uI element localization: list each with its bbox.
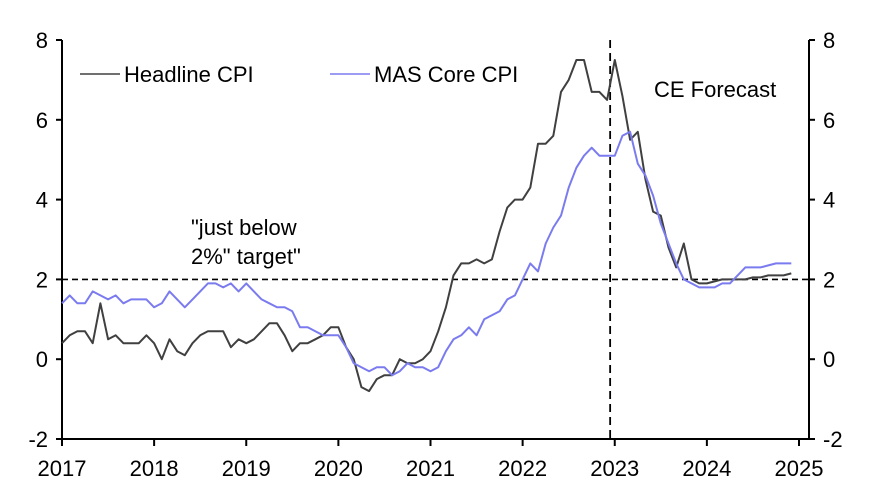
annotation-ce-forecast: CE Forecast xyxy=(654,77,776,102)
annotation-target-line1: "just below xyxy=(191,215,297,240)
legend-label-core: MAS Core CPI xyxy=(374,62,518,87)
y-tick-label-left: 6 xyxy=(36,108,48,133)
y-tick-label-right: -2 xyxy=(823,427,843,452)
annotation-target-line2: 2%" target" xyxy=(191,244,301,269)
x-tick-label: 2018 xyxy=(130,456,179,481)
series-line-headline-cpi xyxy=(61,59,792,393)
y-tick-label-right: 8 xyxy=(823,28,835,53)
series-group xyxy=(61,59,792,393)
y-tick-label-right: 2 xyxy=(823,267,835,292)
series-line-mas-core-cpi xyxy=(61,130,792,377)
y-tick-label-right: 6 xyxy=(823,108,835,133)
axes: -2 -2 0 0 2 2 4 4 6 6 8 8 2017 2018 2019 2020 2021 2022 20… xyxy=(28,28,842,481)
x-tick-label: 2020 xyxy=(314,456,363,481)
legend: Headline CPI MAS Core CPI xyxy=(80,62,518,87)
x-tick-label: 2021 xyxy=(406,456,455,481)
x-tick-label: 2024 xyxy=(682,456,731,481)
x-tick-label: 2017 xyxy=(38,456,87,481)
y-tick-label-left: -2 xyxy=(28,427,48,452)
x-tick-label: 2025 xyxy=(775,456,824,481)
legend-label-headline: Headline CPI xyxy=(124,62,254,87)
y-tick-label-right: 4 xyxy=(823,188,835,213)
y-tick-label-left: 2 xyxy=(36,267,48,292)
y-tick-label-left: 4 xyxy=(36,188,48,213)
x-tick-label: 2023 xyxy=(590,456,639,481)
x-tick-label: 2022 xyxy=(498,456,547,481)
y-tick-label-left: 0 xyxy=(36,347,48,372)
x-tick-label: 2019 xyxy=(222,456,271,481)
y-tick-label-left: 8 xyxy=(36,28,48,53)
y-tick-label-right: 0 xyxy=(823,347,835,372)
